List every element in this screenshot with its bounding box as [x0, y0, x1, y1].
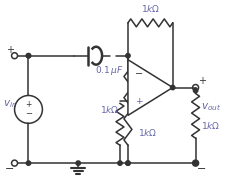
Text: −: − — [197, 164, 206, 174]
Text: $v_{out}$: $v_{out}$ — [201, 102, 221, 113]
Text: +: + — [198, 75, 206, 85]
Text: $1k\Omega$: $1k\Omega$ — [100, 104, 120, 115]
Text: $1k\Omega$: $1k\Omega$ — [201, 120, 220, 131]
Circle shape — [26, 53, 31, 58]
Circle shape — [193, 161, 198, 165]
Text: +: + — [135, 97, 142, 106]
Circle shape — [76, 161, 80, 165]
Circle shape — [126, 161, 130, 165]
Polygon shape — [128, 60, 173, 115]
Text: −: − — [5, 164, 14, 174]
Text: +: + — [6, 45, 14, 55]
Circle shape — [193, 88, 198, 93]
Text: −: − — [135, 69, 143, 79]
Circle shape — [26, 53, 31, 58]
Text: $1k\Omega$: $1k\Omega$ — [138, 127, 157, 138]
Circle shape — [126, 161, 130, 165]
Text: $0.1\,\mu F$: $0.1\,\mu F$ — [95, 64, 124, 77]
Text: +: + — [25, 100, 32, 109]
Circle shape — [126, 53, 130, 58]
Text: $v_{in}$: $v_{in}$ — [3, 99, 17, 110]
Text: −: − — [25, 109, 32, 118]
Circle shape — [171, 85, 175, 90]
Circle shape — [118, 161, 122, 165]
Circle shape — [26, 161, 31, 165]
Text: $1k\Omega$: $1k\Omega$ — [141, 3, 160, 14]
